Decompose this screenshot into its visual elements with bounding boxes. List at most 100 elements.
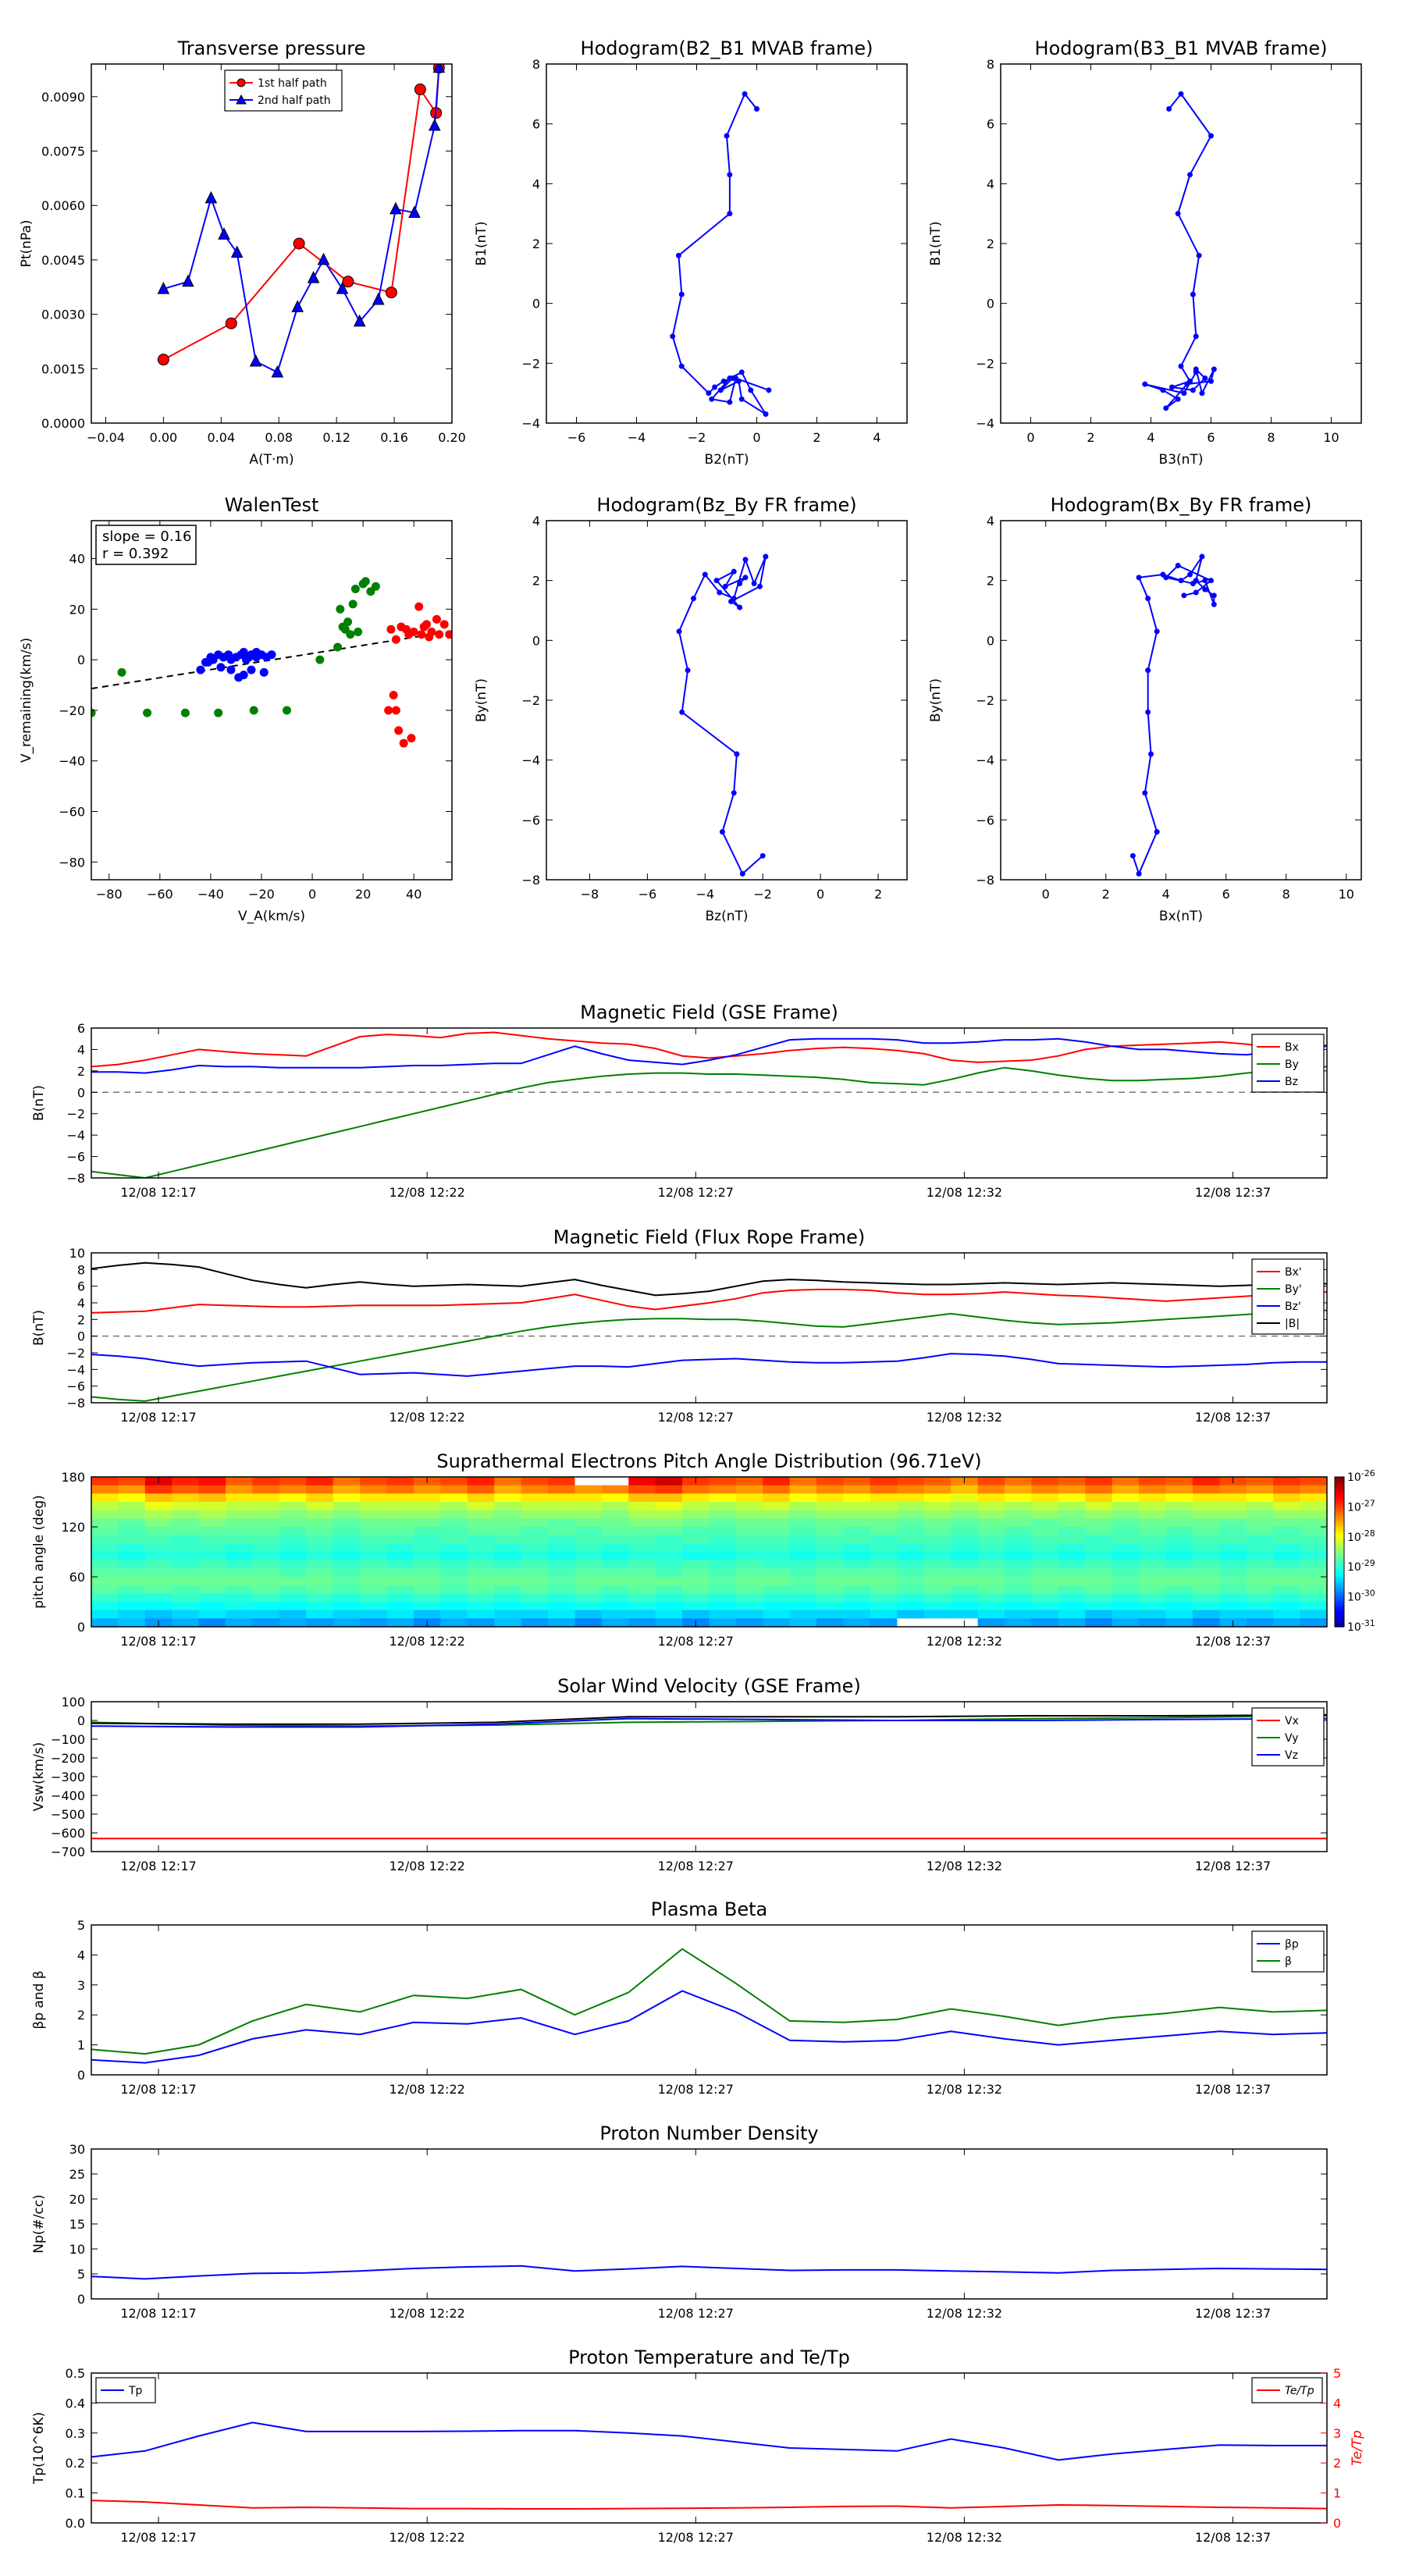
- data-point: [291, 300, 304, 312]
- heatmap-cell: [735, 1568, 764, 1578]
- heatmap-cell: [172, 1552, 200, 1561]
- y-tick-label: −300: [51, 1770, 85, 1784]
- heatmap-cell: [923, 1593, 952, 1603]
- heatmap-cell: [172, 1593, 200, 1603]
- legend-right: Te/Tp: [1251, 2377, 1323, 2403]
- heatmap-cell: [198, 1618, 226, 1627]
- heatmap-cell: [897, 1593, 925, 1603]
- heatmap-cell: [91, 1485, 119, 1495]
- heatmap-cell: [440, 1543, 468, 1553]
- legend: 1st half path 2nd half path: [224, 69, 343, 112]
- data-point: [712, 384, 718, 390]
- y-axis-label: Pt(nPa): [19, 220, 34, 268]
- heatmap-cell: [923, 1510, 952, 1520]
- plot-area: [91, 1031, 1327, 1178]
- heatmap-cell: [735, 1560, 764, 1570]
- heatmap-cell: [870, 1527, 898, 1536]
- colorbar-segment: [1335, 1584, 1344, 1588]
- data-point: [1211, 592, 1217, 599]
- heatmap-cell: [172, 1618, 200, 1627]
- heatmap-cell: [521, 1602, 549, 1611]
- heatmap-cell: [360, 1560, 388, 1570]
- heatmap-cell: [1005, 1618, 1033, 1627]
- heatmap-cell: [333, 1610, 361, 1620]
- heatmap-cell: [1005, 1568, 1033, 1578]
- hodogram-bx-by-chart: Hodogram(Bx_By FR frame) 0 2 4 6 8 10 −8 −6 −4 −2 0…: [928, 494, 1362, 924]
- y-tick-label: −6: [521, 813, 540, 827]
- data-point: [1168, 384, 1175, 390]
- heatmap-cell: [386, 1477, 414, 1486]
- heatmap-cell: [655, 1560, 683, 1570]
- heatmap-cell: [1165, 1485, 1193, 1495]
- heatmap-cell: [440, 1510, 468, 1520]
- heatmap-cell: [1058, 1510, 1087, 1520]
- heatmap-cell: [1085, 1577, 1113, 1586]
- heatmap-cell: [1139, 1552, 1167, 1561]
- heatmap-cell: [682, 1577, 710, 1586]
- heatmap-cell: [628, 1618, 656, 1627]
- plot-area: [91, 1948, 1327, 2064]
- series-line: [91, 1990, 1327, 2064]
- plot-area: [670, 91, 772, 417]
- colorbar-segment: [1335, 1496, 1344, 1500]
- y-tick-label: 0: [532, 297, 540, 311]
- heatmap-cell: [521, 1527, 549, 1536]
- heatmap-cell: [870, 1585, 898, 1595]
- heatmap-cell: [977, 1602, 1005, 1611]
- heatmap-cell: [709, 1560, 737, 1570]
- heatmap-cell: [144, 1585, 173, 1595]
- data-point: [1211, 601, 1217, 607]
- x-tick-label: 10: [1339, 887, 1354, 902]
- heatmap-cell: [440, 1593, 468, 1603]
- heatmap-cell: [682, 1593, 710, 1603]
- data-point: [757, 583, 763, 589]
- y-tick-label: 0: [77, 1329, 85, 1344]
- colorbar-segment: [1335, 1619, 1344, 1623]
- heatmap-cell: [977, 1585, 1005, 1595]
- heatmap-cell: [1085, 1593, 1113, 1603]
- y-tick-label: 5: [77, 2267, 85, 2282]
- data-point: [759, 852, 766, 859]
- heatmap-cell: [306, 1535, 334, 1545]
- data-point: [1136, 575, 1142, 581]
- heatmap-cell: [1165, 1610, 1193, 1620]
- heatmap-cell: [144, 1535, 173, 1545]
- heatmap-cell: [1165, 1602, 1193, 1611]
- y-tick-label: 30: [69, 2142, 85, 2157]
- colorbar-segment: [1335, 1521, 1344, 1525]
- heatmap-cell: [897, 1568, 925, 1578]
- heatmap-cell: [735, 1618, 764, 1627]
- colorbar-segment: [1335, 1617, 1344, 1620]
- heatmap-cell: [1246, 1535, 1274, 1545]
- heatmap-cell: [655, 1593, 683, 1603]
- heatmap-cell: [709, 1502, 737, 1511]
- heatmap-cell: [816, 1510, 845, 1520]
- colorbar-tick-base: 10: [1347, 1471, 1361, 1484]
- heatmap-cell: [279, 1535, 308, 1545]
- scatter-point: [333, 642, 343, 652]
- heatmap-cell: [521, 1502, 549, 1511]
- x-tick-label: 12/08 12:27: [658, 2530, 734, 2545]
- heatmap-cell: [91, 1518, 119, 1528]
- heatmap-cell: [1031, 1585, 1059, 1595]
- heatmap-cell: [574, 1618, 603, 1627]
- heatmap-cell: [601, 1560, 630, 1570]
- colorbar-tick-label: 10-31: [1347, 1618, 1375, 1634]
- heatmap-cell: [1112, 1485, 1140, 1495]
- data-point: [738, 369, 745, 375]
- heatmap-cell: [1246, 1477, 1274, 1486]
- y-tick-label: 0: [77, 1085, 85, 1100]
- heatmap-cell: [816, 1552, 845, 1561]
- heatmap-cell: [763, 1477, 791, 1486]
- heatmap-cell: [655, 1510, 683, 1520]
- heatmap-cell: [1058, 1543, 1087, 1553]
- y-tick-label: 2: [77, 1312, 85, 1327]
- y-tick-label: 0.0015: [41, 361, 85, 376]
- heatmap-cell: [440, 1535, 468, 1545]
- y-tick-label: 2: [987, 237, 994, 251]
- heatmap-cell: [118, 1485, 146, 1495]
- heatmap-cell: [682, 1502, 710, 1511]
- heatmap-cell: [1085, 1602, 1113, 1611]
- chart-title: Plasma Beta: [651, 1898, 767, 1920]
- heatmap-cell: [1300, 1602, 1327, 1611]
